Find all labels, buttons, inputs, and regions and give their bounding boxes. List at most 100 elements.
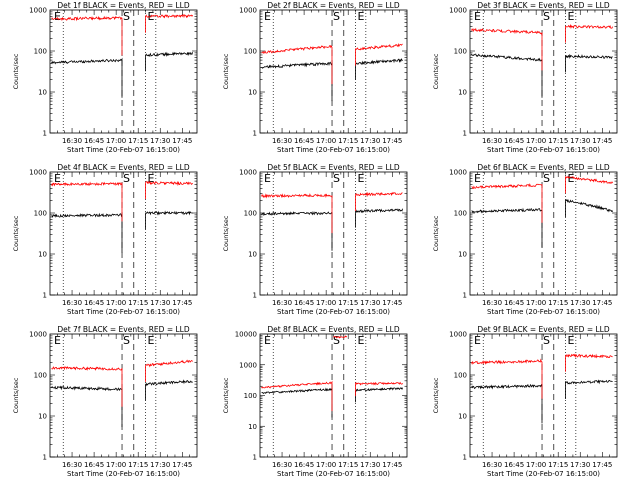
series-line (51, 212, 123, 253)
y-tick-label: 10 (458, 89, 467, 97)
x-tick-label: 17:15 (128, 461, 148, 469)
series-line (261, 61, 333, 102)
x-tick-label: 17:00 (106, 461, 126, 469)
series-line (145, 379, 193, 401)
region-marker: E (264, 10, 271, 23)
y-tick-label: 1000 (239, 169, 257, 177)
y-tick-label: 100 (454, 372, 467, 380)
series-line (145, 180, 193, 199)
x-tick-label: 17:30 (570, 299, 590, 307)
x-tick-label: 17:00 (526, 137, 546, 145)
series-line (565, 23, 613, 43)
x-tick-label: 16:30 (272, 299, 292, 307)
y-tick-label: 1000 (29, 331, 47, 339)
series-line (565, 53, 613, 73)
series-line (471, 383, 543, 424)
panel-6: Det 6f BLACK = Events, RED = LLD 1 10 100 10… (432, 163, 618, 316)
x-axis-label: Start Time (20-Feb-07 16:15:00) (67, 470, 180, 478)
series-line (565, 353, 613, 372)
panel-9: Det 9f BLACK = Events, RED = LLD 1 10 100 10… (432, 325, 618, 478)
region-marker: E (148, 172, 155, 185)
y-tick-label: 1000 (449, 169, 467, 177)
x-tick-label: 16:30 (482, 299, 502, 307)
series-line (51, 181, 123, 222)
plot-frame (259, 333, 408, 458)
panel-title: Det 9f BLACK = Events, RED = LLD (477, 325, 610, 334)
x-tick-label: 16:30 (62, 299, 82, 307)
y-tick-label: 1000 (449, 7, 467, 15)
y-axis-label: Counts/sec (432, 377, 440, 413)
x-tick-label: 17:45 (172, 299, 192, 307)
y-tick-label: 100 (34, 372, 47, 380)
region-marker: E (568, 172, 575, 185)
x-tick-label: 17:30 (360, 137, 380, 145)
panel-3: Det 3f BLACK = Events, RED = LLD 1 10 100 10… (432, 1, 618, 154)
y-tick-label: 100 (244, 210, 257, 218)
y-axis-label: Counts/sec (222, 377, 230, 413)
x-tick-label: 17:15 (338, 137, 358, 145)
series-line (145, 51, 193, 72)
y-tick-label: 10 (38, 89, 47, 97)
x-tick-label: 16:45 (294, 299, 314, 307)
x-tick-label: 17:15 (128, 137, 148, 145)
x-tick-label: 17:15 (338, 299, 358, 307)
x-tick-label: 17:30 (150, 137, 170, 145)
x-tick-label: 16:45 (294, 137, 314, 145)
x-tick-label: 17:00 (316, 299, 336, 307)
x-axis-label: Start Time (20-Feb-07 16:15:00) (67, 146, 180, 154)
x-tick-label: 16:45 (504, 137, 524, 145)
series-line (261, 210, 333, 251)
region-marker: E (54, 172, 61, 185)
x-tick-label: 17:00 (106, 137, 126, 145)
region-marker: S (333, 172, 340, 185)
y-tick-label: 1 (253, 130, 257, 138)
series-line (145, 210, 193, 230)
series-line (565, 379, 613, 399)
series-line (355, 42, 403, 66)
series-line (51, 385, 123, 427)
y-tick-label: 1000 (29, 169, 47, 177)
x-tick-label: 17:00 (316, 137, 336, 145)
y-tick-label: 10 (248, 89, 257, 97)
region-marker: E (264, 334, 271, 347)
x-tick-label: 17:00 (526, 299, 546, 307)
y-tick-label: 1 (253, 454, 257, 462)
y-tick-label: 1000 (239, 7, 257, 15)
y-tick-label: 1 (463, 130, 467, 138)
x-tick-label: 17:30 (360, 299, 380, 307)
y-tick-label: 1000 (449, 331, 467, 339)
series-line (261, 44, 333, 85)
x-tick-label: 17:15 (548, 299, 568, 307)
series-line (333, 335, 348, 339)
series-line (261, 193, 333, 234)
x-tick-label: 16:45 (84, 461, 104, 469)
plot-frame (49, 9, 198, 134)
series-line (51, 366, 123, 407)
x-tick-label: 16:30 (62, 137, 82, 145)
region-marker: E (474, 10, 481, 23)
panel-title: Det 4f BLACK = Events, RED = LLD (57, 163, 190, 172)
y-axis-label: Counts/sec (432, 215, 440, 251)
plot-frame (49, 171, 198, 296)
plot-frame (259, 171, 408, 296)
y-tick-label: 1000 (29, 7, 47, 15)
region-marker: E (358, 172, 365, 185)
series-line (355, 208, 403, 228)
series-line (471, 358, 543, 399)
panel-title: Det 1f BLACK = Events, RED = LLD (57, 1, 190, 10)
plot-frame (469, 333, 618, 458)
x-tick-label: 16:30 (482, 461, 502, 469)
region-marker: S (333, 10, 340, 23)
y-tick-label: 100 (244, 392, 257, 400)
y-tick-label: 1000 (239, 361, 257, 369)
x-axis-label: Start Time (20-Feb-07 16:15:00) (277, 470, 390, 478)
y-tick-label: 100 (34, 48, 47, 56)
x-tick-label: 16:45 (504, 461, 524, 469)
y-tick-label: 1 (463, 454, 467, 462)
y-tick-label: 100 (34, 210, 47, 218)
y-tick-label: 10000 (235, 331, 257, 339)
y-axis-label: Counts/sec (12, 53, 20, 89)
panel-8: Det 8f BLACK = Events, RED = LLD 1 10 100 10… (222, 325, 408, 478)
y-axis-label: Counts/sec (222, 53, 230, 89)
x-tick-label: 17:15 (128, 299, 148, 307)
